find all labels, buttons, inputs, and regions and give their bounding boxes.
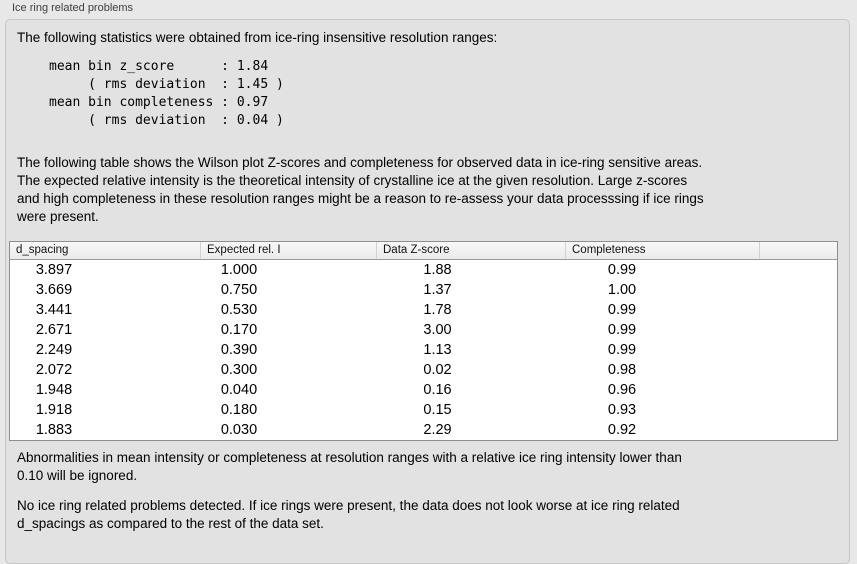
table-cell: 3.00 (423, 322, 452, 338)
table-cell: 0.96 (607, 382, 637, 398)
table-row[interactable]: 3.897 1.000 1.88 0.99 (10, 260, 837, 280)
table-header-row: d_spacing Expected rel. I Data Z-score Comp… (10, 242, 837, 260)
table-cell: 0.93 (607, 402, 637, 418)
table-cell-spacer (759, 380, 837, 400)
table-cell: 0.750 (220, 282, 258, 298)
table-cell: 2.072 (35, 362, 73, 378)
table-row[interactable]: 3.669 0.750 1.37 1.00 (10, 280, 837, 300)
table-cell: 1.88 (423, 262, 452, 278)
table-cell: 0.98 (607, 362, 637, 378)
table-cell: 0.030 (220, 422, 258, 438)
table-description: The following table shows the Wilson plo… (17, 155, 704, 224)
column-header-data-z-score[interactable]: Data Z-score (376, 242, 565, 259)
table-cell: 0.300 (220, 362, 258, 378)
table-cell-spacer (759, 360, 837, 380)
table-cell: 0.02 (423, 362, 452, 378)
column-header-expected-rel-i[interactable]: Expected rel. I (200, 242, 376, 259)
stats-block: mean bin z_score : 1.84 ( rms deviation … (49, 59, 284, 128)
column-header-spacer[interactable] (759, 242, 837, 259)
table-cell: 0.99 (607, 262, 637, 278)
table-cell: 0.92 (607, 422, 637, 438)
table-cell: 2.671 (35, 322, 73, 338)
table-cell: 1.00 (607, 282, 637, 298)
table-cell: 0.99 (607, 322, 637, 338)
table-cell: 0.180 (220, 402, 258, 418)
table-cell-spacer (759, 280, 837, 300)
table-cell: 1.948 (35, 382, 73, 398)
table-cell: 0.99 (607, 342, 637, 358)
table-row[interactable]: 2.072 0.300 0.02 0.98 (10, 360, 837, 380)
table-cell: 1.918 (35, 402, 73, 418)
table-cell: 1.78 (423, 302, 452, 318)
table-cell: 3.897 (35, 262, 73, 278)
table-cell-spacer (759, 320, 837, 340)
table-cell: 0.16 (423, 382, 452, 398)
table-cell-spacer (759, 340, 837, 360)
table-cell: 3.669 (35, 282, 73, 298)
table-row[interactable]: 2.671 0.170 3.00 0.99 (10, 320, 837, 340)
table-cell: 0.040 (220, 382, 258, 398)
table-cell: 0.15 (423, 402, 452, 418)
table-cell: 0.170 (220, 322, 258, 338)
table-cell: 1.37 (423, 282, 452, 298)
table-body: 3.897 1.000 1.88 0.99 3.669 0.750 1.37 1.00 3.44… (10, 260, 837, 440)
table-cell: 0.530 (220, 302, 258, 318)
table-cell-spacer (759, 420, 837, 440)
intro-text: The following statistics were obtained f… (17, 30, 498, 45)
table-row[interactable]: 1.948 0.040 0.16 0.96 (10, 380, 837, 400)
table-cell: 3.441 (35, 302, 73, 318)
table-cell: 2.29 (423, 422, 452, 438)
table-row[interactable]: 3.441 0.530 1.78 0.99 (10, 300, 837, 320)
table-row[interactable]: 1.918 0.180 0.15 0.93 (10, 400, 837, 420)
table-cell: 0.390 (220, 342, 258, 358)
table-cell: 1.000 (220, 262, 258, 278)
table-cell: 0.99 (607, 302, 637, 318)
column-header-completeness[interactable]: Completeness (565, 242, 759, 259)
column-header-d-spacing[interactable]: d_spacing (16, 244, 69, 256)
panel-title: Ice ring related problems (12, 2, 134, 14)
ignore-note: Abnormalities in mean intensity or compl… (17, 450, 682, 483)
table-cell: 1.13 (423, 342, 452, 358)
table-row[interactable]: 1.883 0.030 2.29 0.92 (10, 420, 837, 440)
table-cell-spacer (759, 300, 837, 320)
conclusion-text: No ice ring related problems detected. I… (17, 498, 680, 531)
table-cell: 1.883 (35, 422, 73, 438)
ice-ring-table: d_spacing Expected rel. I Data Z-score Comp… (9, 241, 838, 441)
table-cell-spacer (759, 260, 837, 280)
table-cell-spacer (759, 400, 837, 420)
ice-ring-panel: The following statistics were obtained f… (5, 19, 850, 564)
table-row[interactable]: 2.249 0.390 1.13 0.99 (10, 340, 837, 360)
table-cell: 2.249 (35, 342, 73, 358)
